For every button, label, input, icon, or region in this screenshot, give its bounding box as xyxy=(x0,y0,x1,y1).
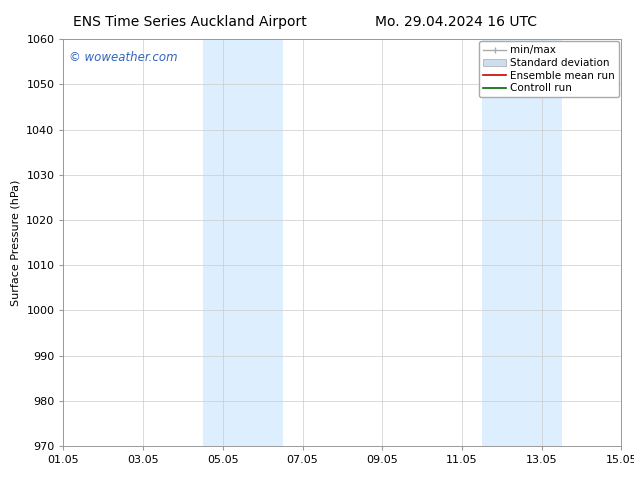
Text: © woweather.com: © woweather.com xyxy=(69,51,178,64)
Text: Mo. 29.04.2024 16 UTC: Mo. 29.04.2024 16 UTC xyxy=(375,15,538,29)
Legend: min/max, Standard deviation, Ensemble mean run, Controll run: min/max, Standard deviation, Ensemble me… xyxy=(479,41,619,98)
Bar xyxy=(203,39,243,446)
Bar xyxy=(482,39,522,446)
Text: ENS Time Series Auckland Airport: ENS Time Series Auckland Airport xyxy=(74,15,307,29)
Bar xyxy=(243,39,283,446)
Bar xyxy=(522,39,562,446)
Y-axis label: Surface Pressure (hPa): Surface Pressure (hPa) xyxy=(11,179,21,306)
